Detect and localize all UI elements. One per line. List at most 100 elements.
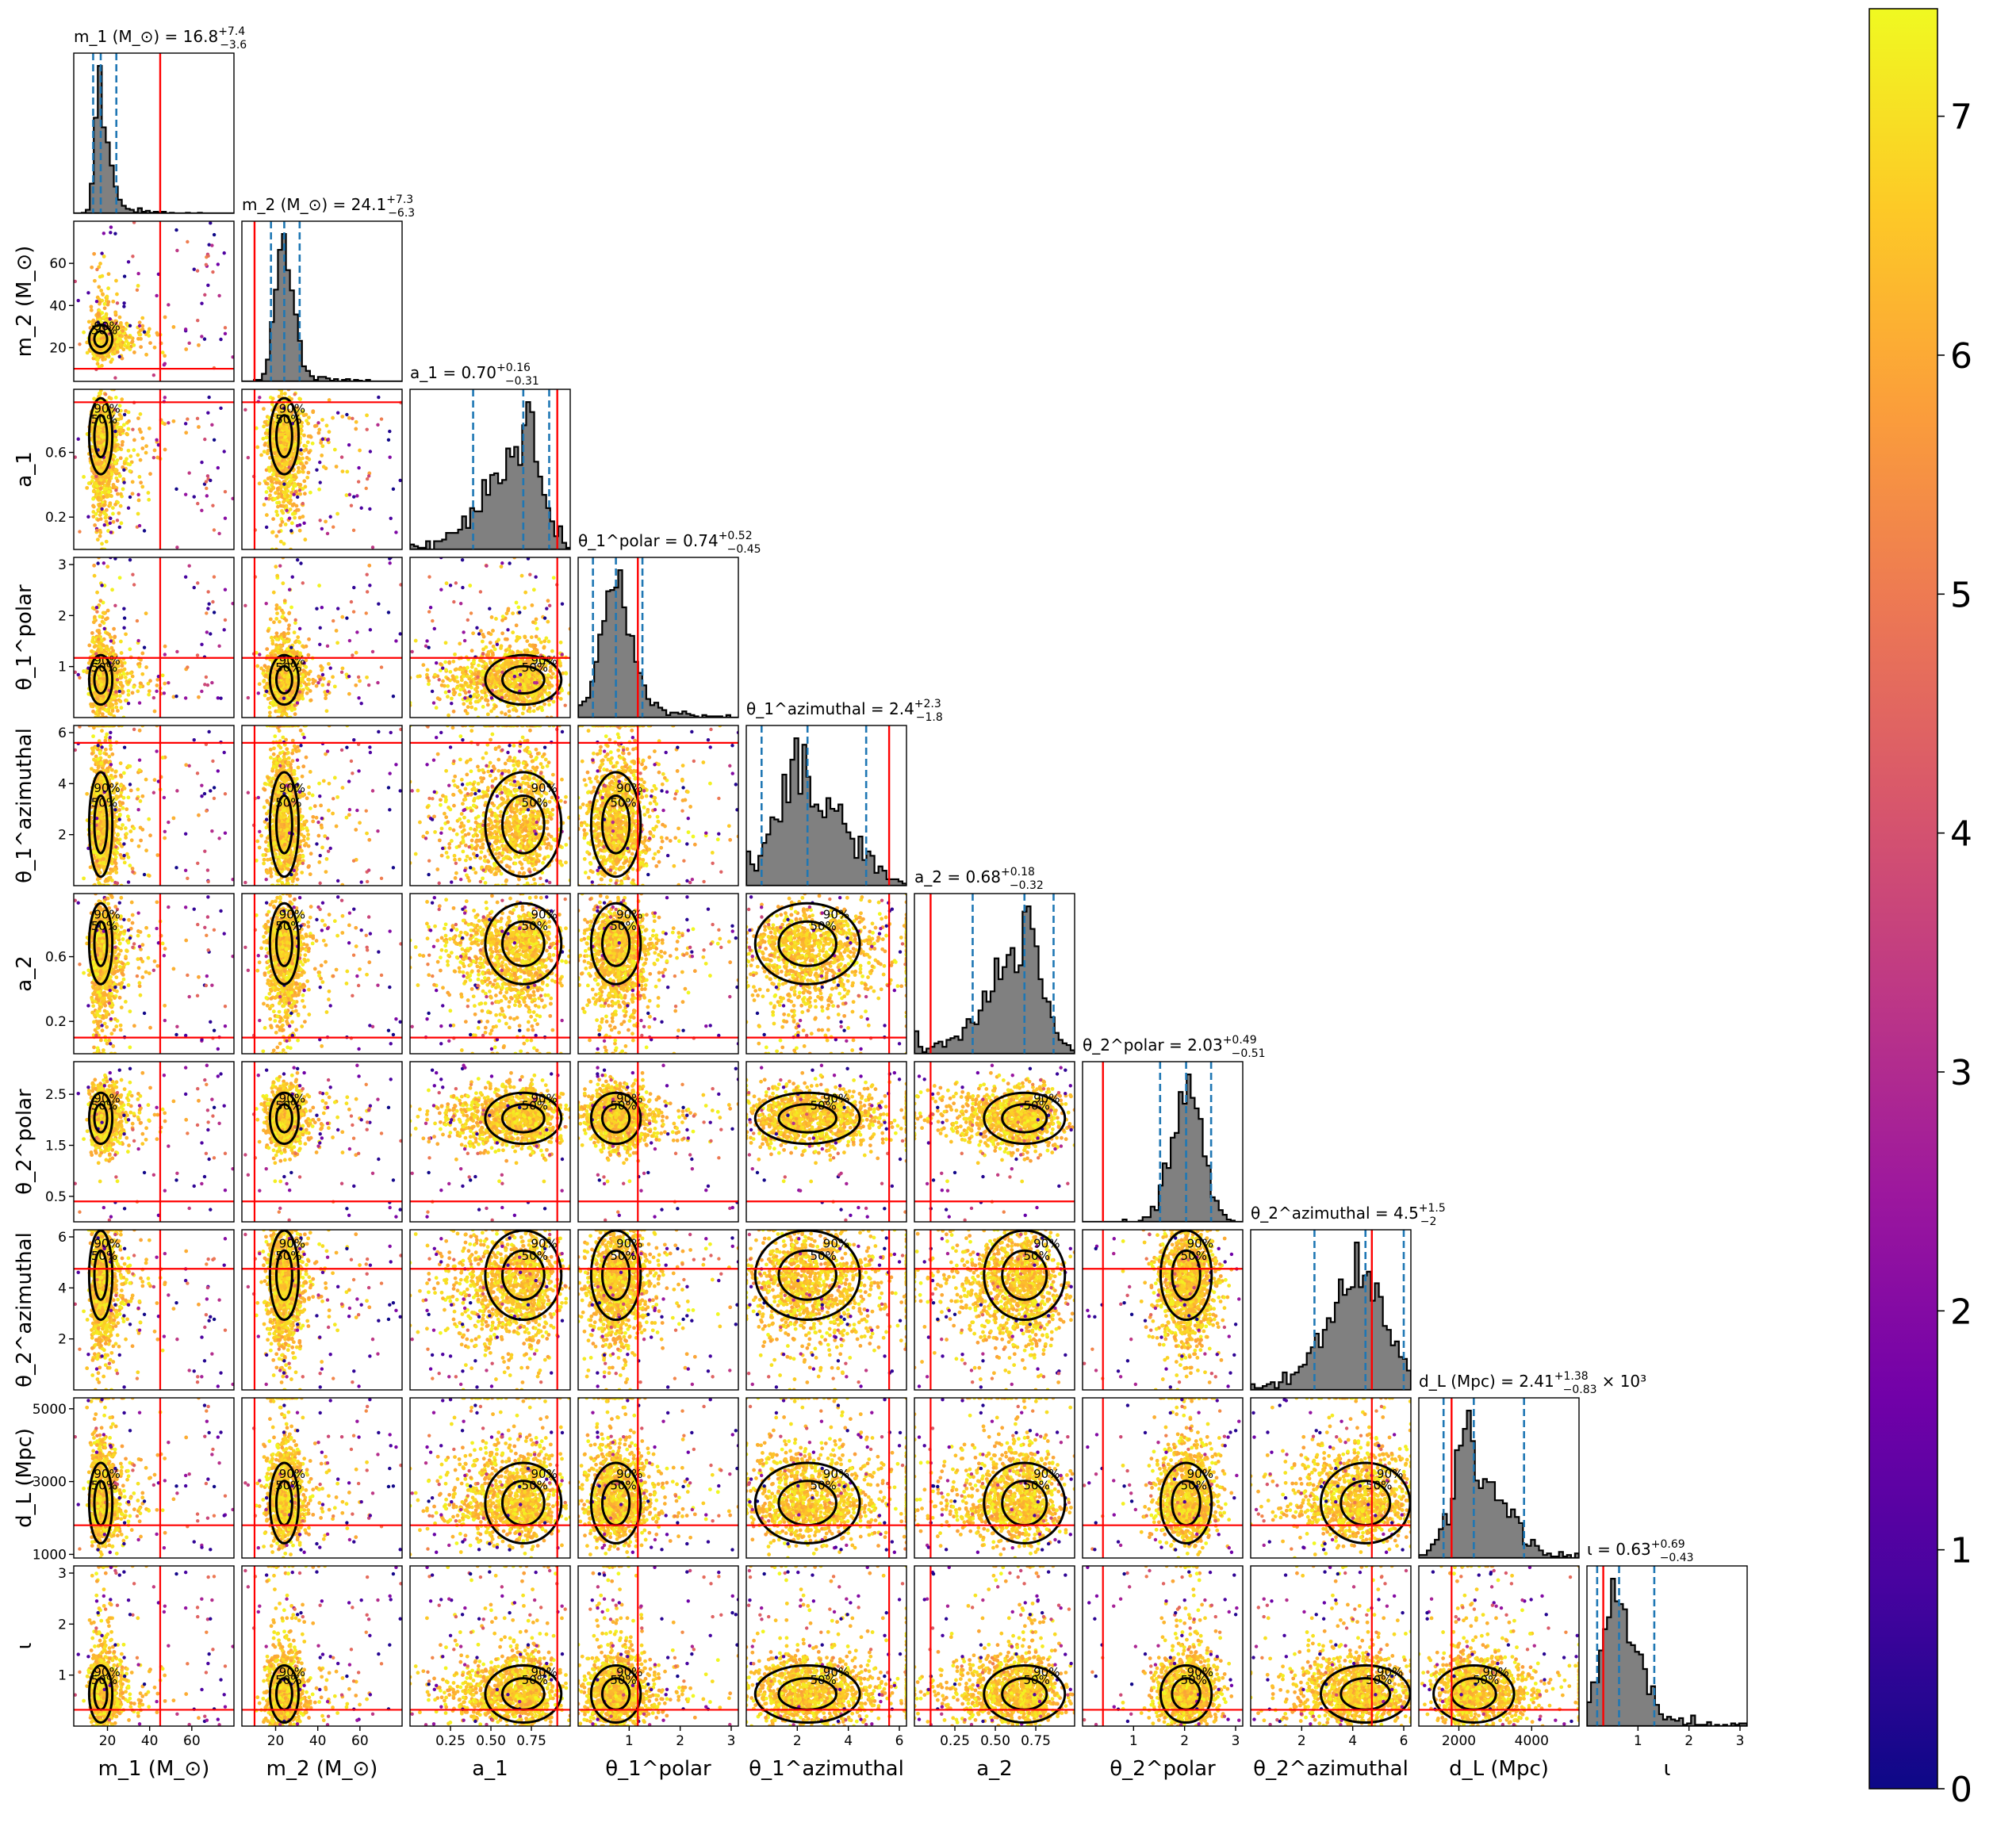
sample-point: [94, 644, 98, 648]
outlier-point: [115, 678, 120, 682]
sample-point: [331, 675, 335, 679]
sample-point: [94, 481, 98, 486]
outlier-point: [142, 330, 147, 334]
sample-point: [289, 396, 293, 401]
outlier-point: [155, 689, 159, 694]
outlier-point: [364, 486, 368, 491]
outlier-point: [102, 232, 106, 235]
sample-point: [147, 334, 151, 338]
panel-theta1p-vs-m2: 50%90%: [241, 557, 403, 718]
outlier-point: [219, 337, 223, 342]
sample-point: [128, 347, 132, 352]
sample-point: [155, 683, 159, 687]
sample-point: [122, 660, 127, 665]
outlier-point: [205, 683, 210, 687]
sample-point: [307, 415, 311, 420]
outlier-point: [100, 584, 104, 588]
sample-point: [124, 336, 128, 340]
y-tick-label: 0.2: [45, 510, 67, 526]
sample-point: [303, 538, 308, 542]
sample-point: [117, 473, 122, 478]
sample-point: [105, 495, 109, 499]
outlier-point: [86, 291, 90, 295]
panel-frame: [73, 52, 235, 214]
sample-point: [109, 645, 114, 650]
outlier-point: [175, 649, 179, 654]
outlier-point: [114, 488, 118, 492]
sample-point: [98, 262, 102, 266]
sample-point: [121, 439, 125, 444]
outlier-point: [223, 588, 228, 591]
sample-point: [277, 461, 282, 466]
sample-point: [271, 517, 275, 521]
outlier-point: [74, 455, 78, 459]
outlier-point: [293, 392, 297, 396]
sample-point: [96, 337, 101, 342]
sample-point: [302, 433, 306, 438]
sample-point: [299, 452, 304, 456]
histogram-a1: [410, 401, 570, 549]
sample-point: [112, 420, 117, 425]
outlier-point: [76, 672, 80, 677]
sample-point: [152, 345, 157, 350]
y-tick-label: 40: [49, 298, 67, 314]
outlier-point: [174, 487, 178, 491]
outlier-point: [219, 406, 223, 410]
sample-point: [107, 396, 112, 400]
sample-point: [115, 479, 120, 484]
sample-point: [138, 457, 143, 462]
outlier-point: [187, 341, 191, 345]
sample-point: [90, 631, 94, 635]
outlier-point: [349, 503, 354, 507]
sample-point: [90, 425, 94, 430]
outlier-point: [187, 471, 191, 475]
sample-point: [127, 419, 131, 423]
outlier-point: [167, 303, 171, 307]
outlier-point: [186, 665, 190, 669]
sample-point: [137, 320, 142, 325]
outlier-point: [328, 515, 332, 519]
sample-point: [171, 419, 176, 423]
sample-point: [90, 606, 95, 611]
outlier-point: [206, 411, 210, 415]
outlier-point: [183, 696, 188, 700]
outlier-point: [293, 489, 297, 494]
sample-point: [282, 427, 286, 431]
sample-point: [282, 490, 286, 495]
sample-point: [82, 330, 86, 335]
sample-point: [125, 432, 129, 437]
sample-point: [120, 442, 125, 447]
sample-point: [290, 503, 295, 507]
sample-point: [95, 696, 100, 701]
outlier-point: [142, 529, 147, 533]
contour-50: [93, 414, 109, 459]
sample-point: [126, 692, 131, 697]
panel-a1-vs-a1: a_1 = 0.70+0.16 −0.31: [409, 362, 571, 550]
sample-point: [104, 519, 109, 524]
outlier-point: [102, 561, 106, 565]
panel-frame: [73, 220, 235, 382]
outlier-point: [109, 231, 113, 235]
sample-point: [278, 457, 282, 461]
sample-point: [279, 392, 284, 396]
sample-point: [107, 441, 112, 445]
sample-point: [261, 436, 266, 441]
sample-point: [144, 450, 148, 455]
sample-point: [266, 448, 270, 453]
sample-point: [317, 487, 321, 492]
sample-point: [114, 469, 118, 473]
histogram-m1: [74, 65, 234, 213]
outlier-point: [109, 639, 113, 643]
outlier-point: [113, 603, 117, 608]
panel-frame: [73, 389, 235, 550]
sample-point: [296, 507, 301, 512]
sample-point: [288, 507, 293, 511]
sample-point: [119, 416, 124, 421]
sample-point: [92, 563, 97, 568]
sample-point: [113, 502, 117, 507]
sample-point: [121, 465, 125, 469]
outlier-point: [76, 437, 80, 441]
sample-point: [335, 511, 340, 516]
outlier-point: [277, 530, 282, 534]
sample-point: [95, 488, 100, 493]
